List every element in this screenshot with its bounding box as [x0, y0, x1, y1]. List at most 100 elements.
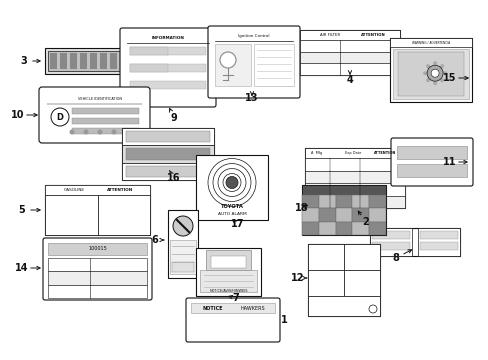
Text: A  Mfg: A Mfg — [311, 151, 322, 155]
Bar — [172, 262, 194, 272]
Bar — [299, 30, 399, 75]
Bar — [302, 185, 385, 235]
Text: NOTICE: NOTICE — [203, 306, 223, 310]
Bar — [352, 208, 368, 222]
Text: 16: 16 — [167, 173, 181, 183]
Bar — [368, 195, 385, 208]
Bar — [369, 228, 459, 256]
Bar — [302, 185, 385, 195]
Bar — [80, 53, 87, 69]
Bar — [48, 285, 147, 298]
Bar — [335, 208, 352, 222]
Bar — [97, 195, 150, 235]
FancyBboxPatch shape — [39, 87, 150, 143]
Bar — [48, 51, 132, 71]
Circle shape — [426, 65, 442, 81]
Bar — [122, 145, 214, 163]
FancyBboxPatch shape — [207, 26, 299, 98]
Bar — [397, 52, 463, 96]
Bar — [60, 53, 67, 69]
Bar — [72, 128, 139, 134]
Bar — [419, 242, 457, 250]
Text: WARNING / ADVERTENCIA: WARNING / ADVERTENCIA — [411, 40, 449, 45]
Bar — [343, 244, 379, 270]
Bar — [352, 195, 368, 208]
Text: 12: 12 — [291, 273, 304, 283]
Text: 14: 14 — [15, 263, 29, 273]
Circle shape — [422, 71, 426, 75]
Bar — [305, 171, 404, 183]
Bar — [205, 250, 250, 270]
Text: 5: 5 — [19, 205, 25, 215]
Bar — [318, 222, 335, 235]
Bar — [305, 158, 404, 171]
Bar — [299, 63, 399, 75]
Text: 7: 7 — [232, 293, 239, 303]
FancyBboxPatch shape — [185, 298, 280, 342]
Text: 100015: 100015 — [88, 247, 107, 252]
Bar — [371, 231, 409, 239]
Text: GASOLINE: GASOLINE — [64, 188, 85, 192]
Text: ATTENTION: ATTENTION — [373, 151, 395, 155]
Text: 8: 8 — [392, 253, 399, 263]
Bar — [210, 256, 245, 268]
Bar — [72, 118, 139, 124]
Bar — [168, 210, 198, 278]
Circle shape — [425, 78, 429, 82]
Circle shape — [439, 78, 443, 82]
Bar — [126, 166, 209, 177]
Bar — [389, 38, 471, 102]
Bar — [48, 258, 147, 271]
Bar — [307, 296, 379, 316]
Bar — [130, 47, 167, 55]
Circle shape — [97, 130, 102, 135]
Bar — [126, 131, 209, 142]
Bar — [396, 146, 466, 159]
Circle shape — [439, 64, 443, 68]
Circle shape — [368, 305, 376, 313]
Bar — [48, 243, 147, 255]
Bar — [90, 53, 97, 69]
Bar — [302, 222, 318, 235]
Bar — [396, 164, 466, 177]
Text: 10: 10 — [11, 110, 25, 120]
Bar — [100, 53, 107, 69]
FancyBboxPatch shape — [390, 138, 472, 186]
Bar — [215, 44, 250, 86]
Bar — [122, 163, 214, 180]
Bar — [110, 53, 117, 69]
Bar — [318, 208, 335, 222]
Bar — [299, 40, 399, 52]
Circle shape — [225, 176, 238, 189]
Bar — [299, 52, 399, 63]
Text: INFORMATION: INFORMATION — [151, 36, 184, 40]
Bar — [389, 38, 471, 47]
Bar — [200, 270, 257, 292]
Text: 15: 15 — [442, 73, 456, 83]
Text: 11: 11 — [442, 157, 456, 167]
Bar — [299, 30, 399, 40]
Circle shape — [173, 216, 193, 236]
Bar — [343, 270, 379, 296]
Circle shape — [432, 81, 436, 85]
Bar — [335, 195, 352, 208]
Text: TOYOTA: TOYOTA — [220, 204, 243, 210]
Bar — [302, 195, 318, 208]
Bar — [307, 270, 343, 296]
Bar — [130, 64, 167, 72]
Bar — [352, 222, 368, 235]
Bar — [305, 183, 404, 195]
Text: VEHICLE IDENTIFICATION: VEHICLE IDENTIFICATION — [77, 97, 121, 101]
Bar — [45, 185, 150, 235]
Text: ATTENTION: ATTENTION — [107, 188, 133, 192]
Bar — [307, 244, 379, 316]
Text: 13: 13 — [245, 93, 258, 103]
Circle shape — [442, 71, 446, 75]
Text: 1: 1 — [280, 315, 287, 325]
Text: D: D — [57, 112, 63, 122]
Bar — [120, 53, 127, 69]
Bar — [45, 48, 135, 74]
Text: 18: 18 — [295, 203, 308, 213]
Bar — [48, 271, 147, 285]
Bar — [70, 53, 77, 69]
